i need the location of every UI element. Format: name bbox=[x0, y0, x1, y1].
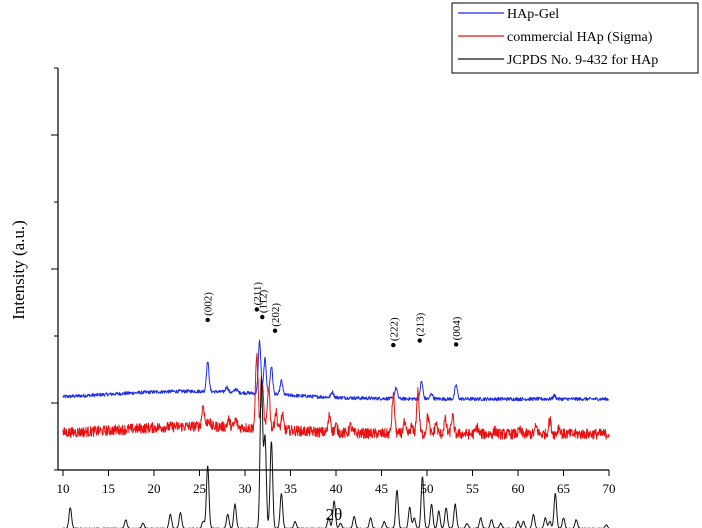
x-tick-label: 50 bbox=[421, 481, 434, 496]
peak-label-002: (002) bbox=[203, 292, 215, 316]
series-line-hap-gel bbox=[62, 339, 610, 402]
y-ticks bbox=[51, 67, 58, 471]
peak-dot-004 bbox=[453, 342, 459, 347]
peak-label-112: (112) bbox=[257, 289, 269, 313]
x-tick-label: 65 bbox=[557, 481, 570, 496]
peak-dot-202 bbox=[272, 328, 278, 333]
y-axis-label: Intensity (a.u.) bbox=[9, 220, 28, 320]
legend-label-jcpds: JCPDS No. 9-432 for HAp bbox=[507, 53, 658, 68]
peak-label-222: (222) bbox=[388, 317, 400, 341]
plot-lines bbox=[62, 339, 610, 528]
x-tick-label: 10 bbox=[57, 481, 70, 496]
x-tick-label: 35 bbox=[284, 481, 297, 496]
peak-dot-112 bbox=[260, 314, 265, 320]
peak-dot-222 bbox=[391, 342, 396, 348]
peak-label-211: (211) bbox=[252, 282, 264, 306]
x-tick-label: 70 bbox=[603, 481, 616, 496]
legend-label-hap-gel: HAp-Gel bbox=[507, 7, 559, 22]
peak-dot-002 bbox=[205, 317, 210, 323]
peak-label-213: (213) bbox=[415, 312, 427, 336]
series-line-jcpds bbox=[62, 376, 610, 528]
x-tick-label: 45 bbox=[375, 481, 388, 496]
peak-annotations: (002) (211)(112)(202) (222) (213) (004) bbox=[203, 282, 463, 348]
axes bbox=[57, 68, 609, 471]
x-tick-label: 30 bbox=[239, 481, 252, 496]
legend-box bbox=[451, 2, 699, 74]
x-tick-label: 40 bbox=[330, 481, 343, 496]
x-tick-label: 25 bbox=[193, 481, 206, 496]
peak-label-004: (004) bbox=[451, 316, 463, 340]
legend-label-commercial: commercial HAp (Sigma) bbox=[507, 30, 653, 45]
x-tick-label: 60 bbox=[512, 481, 525, 496]
x-tick-label: 55 bbox=[466, 481, 479, 496]
legend: HAp-Gel commercial HAp (Sigma) JCPDS No.… bbox=[451, 2, 699, 74]
peak-label-202: (202) bbox=[270, 303, 282, 327]
series-line-commercial-hap bbox=[62, 352, 610, 440]
x-tick-label: 20 bbox=[148, 481, 161, 496]
x-ticks: 10 15 20 25 30 35 40 45 50 55 60 65 70 bbox=[57, 470, 616, 496]
peak-dot-211 bbox=[254, 307, 260, 312]
x-tick-label: 15 bbox=[102, 481, 115, 496]
peak-dot-213 bbox=[417, 338, 422, 343]
x-axis-label: 2θ bbox=[326, 505, 343, 524]
